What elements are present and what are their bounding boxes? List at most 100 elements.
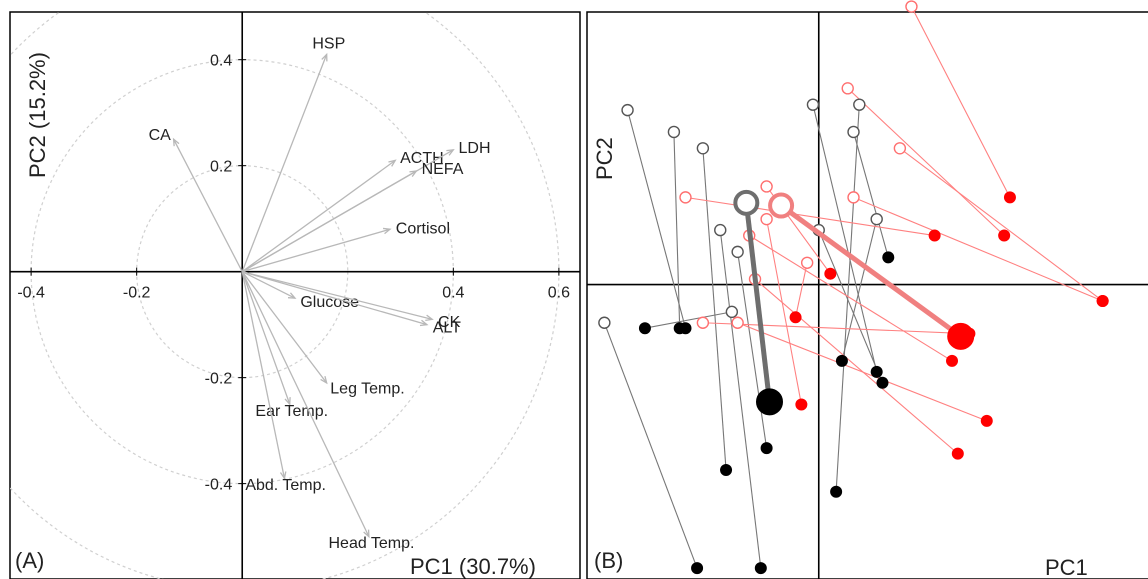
panel-a-ticks: -0.4 -0.2 0.4 0.6 0.4 0.2 -0.2 -0.4 [17, 53, 570, 494]
vector-arrowhead [172, 137, 180, 147]
pair-line [719, 230, 762, 569]
pair-line [627, 109, 687, 329]
filled-point [720, 463, 733, 476]
loading-vector [241, 271, 296, 299]
panel-a-biplot: -0.4 -0.2 0.4 0.6 0.4 0.2 -0.2 -0.4 HSP CA ACTH LD… [9, 11, 581, 579]
pair-line [737, 322, 987, 422]
vector-label: ALT [433, 319, 461, 336]
filled-point [928, 229, 941, 242]
pair-line [754, 278, 959, 455]
open-point [870, 212, 883, 226]
panel-b-x-axis-label: PC1 [1045, 555, 1088, 579]
pair-line [748, 235, 953, 362]
pair-line [812, 104, 878, 372]
open-point [731, 245, 744, 259]
filled-point [951, 447, 964, 460]
filled-point [980, 414, 993, 427]
panel-b-connecting-lines [603, 6, 1103, 569]
open-point [800, 256, 814, 269]
loading-vector [241, 170, 417, 273]
vector-label: Glucose [300, 294, 359, 311]
filled-point [754, 562, 767, 575]
vector-arrowhead [409, 170, 418, 177]
loading-vector [241, 271, 286, 479]
vector-label: CA [149, 127, 172, 144]
group2-centroid-open [768, 192, 795, 219]
vector-label: Abd. Temp. [245, 477, 326, 494]
filled-point [876, 376, 889, 389]
loading-vector [241, 159, 396, 273]
open-point [847, 191, 860, 204]
vector-arrowhead [388, 159, 397, 167]
open-point [893, 142, 907, 155]
vector-label: ACTH [400, 150, 444, 167]
panel-a-y-axis-label: PC2 (15.2%) [25, 52, 50, 178]
panel-b-scores: (B) PC1 PC2 [586, 0, 1148, 579]
group1-centroid-open [733, 189, 760, 216]
open-point [696, 142, 710, 155]
vector-arrowhead [321, 52, 328, 62]
pair-line [644, 311, 732, 329]
pair-line [835, 104, 860, 492]
filled-point [789, 311, 802, 324]
loading-vector [241, 54, 328, 272]
y-tick-label: 0.2 [210, 159, 232, 176]
loading-vector [242, 271, 428, 326]
loading-vector [173, 138, 243, 272]
y-tick-label: -0.2 [205, 371, 233, 388]
filled-point [870, 365, 883, 378]
vector-arrowhead [287, 292, 297, 299]
pair-line [766, 219, 802, 405]
vector-arrowhead [425, 314, 434, 322]
panel-b-axes [587, 12, 1148, 579]
open-point [621, 103, 634, 117]
vector-label: Leg Temp. [330, 381, 404, 398]
y-tick-label: -0.4 [205, 477, 233, 494]
open-point [598, 316, 611, 329]
vector-label: Ear Temp. [255, 403, 328, 420]
vector-arrowhead [419, 319, 429, 327]
loading-vector [242, 271, 433, 320]
open-point [760, 212, 773, 226]
filled-point [1096, 294, 1109, 307]
x-tick-label: -0.4 [17, 285, 45, 302]
panel-b-points [598, 0, 1109, 575]
filled-point [638, 322, 651, 335]
pair-line [852, 131, 889, 258]
filled-point [824, 267, 837, 280]
pair-line [702, 148, 727, 471]
loading-vector [241, 271, 291, 405]
vector-label: CK [438, 314, 461, 331]
vector-arrowhead [382, 227, 392, 235]
open-point [696, 316, 710, 329]
filled-point [830, 485, 843, 498]
x-tick-label: 0.6 [548, 285, 570, 302]
open-point [731, 316, 744, 329]
loading-vector [242, 228, 391, 273]
pair-line [841, 219, 878, 362]
open-point [725, 305, 739, 319]
filled-point [673, 322, 686, 335]
pair-line [685, 196, 935, 237]
loading-vector [241, 271, 370, 537]
filled-point [946, 354, 959, 367]
group1-centroid-filled [756, 388, 784, 416]
filled-point [998, 229, 1011, 242]
filled-point [882, 251, 895, 264]
pair-line [603, 322, 698, 569]
panel-b-frame [586, 11, 1148, 579]
vector-label: Head Temp. [328, 535, 414, 552]
group2-centroid-filled [947, 322, 975, 350]
panel-a-x-axis-label: PC1 (30.7%) [410, 554, 536, 579]
panel-a-frame [9, 11, 581, 579]
pair-line [853, 196, 1103, 302]
filled-point [1003, 191, 1016, 204]
pair-line [673, 131, 681, 329]
pair-line [818, 229, 883, 383]
vector-arrowhead [363, 529, 370, 539]
vector-label: Cortisol [396, 221, 450, 238]
x-tick-label: -0.2 [123, 285, 151, 302]
vector-arrowhead [320, 375, 328, 385]
